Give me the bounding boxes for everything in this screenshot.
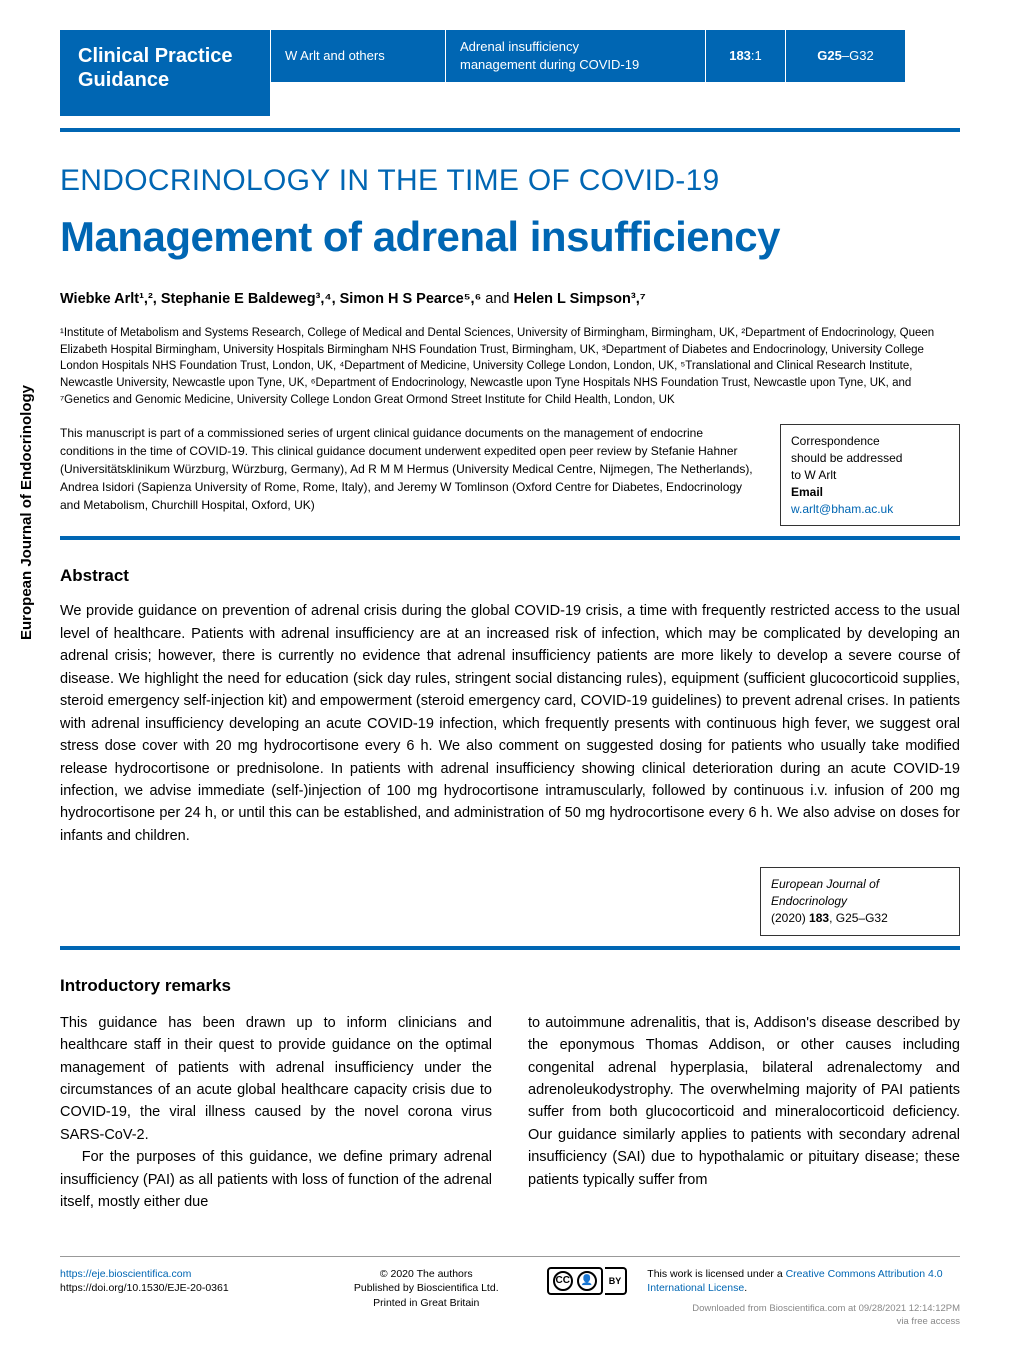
citation-vol: 183 [809,911,829,925]
intro-col-1: This guidance has been drawn up to infor… [60,1012,492,1214]
header-rule [60,128,960,132]
copyright: © 2020 The authors [326,1267,527,1282]
peer-review-note: This manuscript is part of a commissione… [60,424,756,526]
citation-prefix: (2020) [771,911,809,925]
footer-right: This work is licensed under a Creative C… [647,1267,960,1329]
intro-p3: to autoimmune adrenalitis, that is, Addi… [528,1012,960,1192]
section-rule-2 [60,946,960,950]
cc-badge: CC 👤 BY [547,1267,628,1295]
license-text: This work is licensed under a [647,1268,785,1280]
download-timestamp: Downloaded from Bioscientifica.com at 09… [647,1302,960,1315]
page-start: G25 [817,48,842,63]
article-title: Management of adrenal insufficiency [60,208,960,267]
authors-last: Helen L Simpson³,⁷ [514,291,646,307]
citation-box: European Journal of Endocrinology (2020)… [760,867,960,935]
volume-number: 183 [729,48,751,63]
journal-sidebar-label: European Journal of Endocrinology [16,385,37,640]
cc-symbol: CC [553,1271,573,1291]
header-topic: Adrenal insufficiency management during … [445,30,705,82]
issue-number: :1 [751,48,762,63]
by-symbol: 👤 [577,1271,597,1291]
badge-line1: Clinical Practice [78,44,252,68]
footer-rule: https://eje.bioscientifica.com https://d… [60,1256,960,1329]
page-range: –G32 [842,48,874,63]
citation-journal-line1: European Journal of [771,876,949,893]
corr-line3: to W Arlt [791,467,949,484]
badge-line2: Guidance [78,68,252,92]
footer-left: https://eje.bioscientifica.com https://d… [60,1267,306,1296]
footer-mid: © 2020 The authors Published by Bioscien… [326,1267,527,1311]
header-banner: Clinical Practice Guidance W Arlt and ot… [60,30,960,116]
affiliations: ¹Institute of Metabolism and Systems Res… [60,325,960,408]
guidance-badge: Clinical Practice Guidance [60,30,270,116]
abstract-heading: Abstract [60,564,960,588]
header-topic-line1: Adrenal insufficiency [460,38,691,56]
intro-columns: This guidance has been drawn up to infor… [60,1012,960,1214]
correspondence-box: Correspondence should be addressed to W … [780,424,960,526]
corr-line1: Correspondence [791,433,949,450]
citation-journal-line2: Endocrinology [771,893,949,910]
license-suffix: . [744,1282,747,1294]
cc-icon: CC 👤 [547,1267,603,1295]
authors-main: Wiebke Arlt¹,², Stephanie E Baldeweg³,⁴,… [60,291,481,307]
header-topic-line2: management during COVID-19 [460,56,691,74]
citation-suffix: , G25–G32 [829,911,888,925]
intro-p1: This guidance has been drawn up to infor… [60,1012,492,1147]
header-pages: G25–G32 [785,30,905,82]
download-via: via free access [647,1315,960,1328]
corr-line2: should be addressed [791,450,949,467]
section-rule-1 [60,536,960,540]
correspondence-email-link[interactable]: w.arlt@bham.ac.uk [791,502,893,516]
series-title: ENDOCRINOLOGY IN THE TIME OF COVID-19 [60,160,960,202]
publisher: Published by Bioscientifica Ltd. [326,1281,527,1296]
authors-and: and [481,291,513,307]
doi-text: https://doi.org/10.1530/EJE-20-0361 [60,1281,306,1296]
authors-line: Wiebke Arlt¹,², Stephanie E Baldeweg³,⁴,… [60,289,960,309]
header-volume: 183:1 [705,30,785,82]
corr-email-label: Email [791,485,823,499]
intro-col-2: to autoimmune adrenalitis, that is, Addi… [528,1012,960,1214]
printed: Printed in Great Britain [326,1296,527,1311]
intro-heading: Introductory remarks [60,974,960,998]
intro-p2: For the purposes of this guidance, we de… [60,1146,492,1213]
header-authors: W Arlt and others [270,30,445,82]
abstract-body: We provide guidance on prevention of adr… [60,600,960,847]
journal-url-link[interactable]: https://eje.bioscientifica.com [60,1268,191,1280]
by-label: BY [605,1267,628,1295]
